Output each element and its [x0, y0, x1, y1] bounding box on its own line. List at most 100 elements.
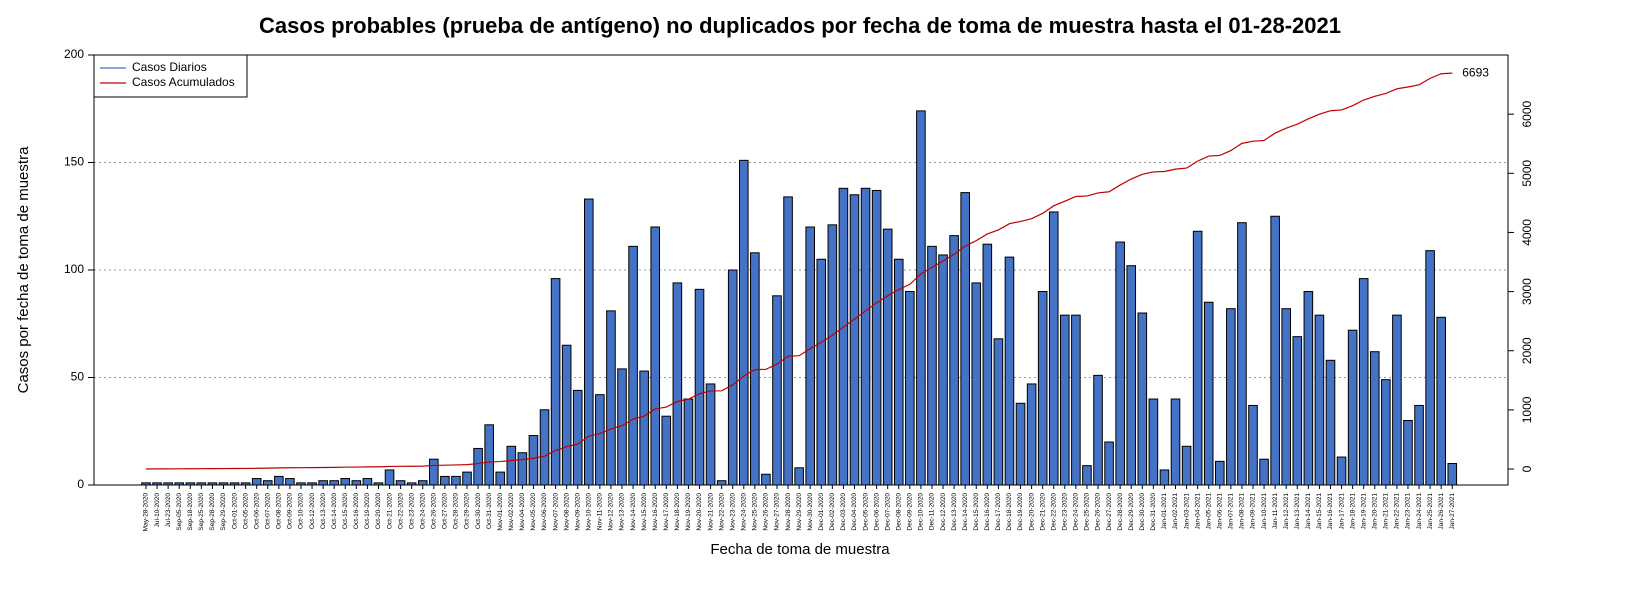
x-tick-label: Dec-06-2020 [873, 493, 880, 531]
x-tick-label: Jan-05-2021 [1205, 493, 1212, 530]
bar [916, 110, 926, 486]
bar [1425, 250, 1435, 486]
bar [495, 471, 506, 486]
x-tick-label: Jul-10-2020 [154, 493, 161, 528]
bar [871, 189, 882, 486]
bar [462, 471, 472, 486]
bar [1181, 445, 1192, 486]
bar [882, 228, 893, 486]
bar [362, 478, 373, 486]
x-tick-label: Nov-30-2020 [807, 493, 814, 531]
x-tick-label: Jan-15-2021 [1316, 493, 1323, 530]
bar [1403, 420, 1413, 486]
x-tick-label: May-28-2020 [143, 493, 150, 532]
bar [440, 475, 450, 486]
bar [1281, 308, 1292, 486]
cumulative-line [145, 72, 1453, 470]
bar [606, 310, 616, 486]
x-tick-label: Oct-19-2020 [364, 493, 371, 530]
x-tick-label: Nov-04-2020 [519, 493, 526, 531]
bar [838, 187, 849, 486]
x-tick-label: Jan-01-2021 [1161, 493, 1168, 530]
bar [1192, 230, 1203, 486]
bar [639, 370, 649, 486]
bar [1203, 301, 1214, 486]
bar [539, 409, 550, 486]
x-tick-label: Dec-13-2020 [951, 493, 958, 531]
x-tick-label: Oct-30-2020 [475, 493, 482, 530]
x-tick-label: Jan-06-2021 [1217, 493, 1224, 530]
bar [683, 398, 694, 486]
bar [528, 435, 539, 486]
bar [1303, 291, 1314, 486]
bar [1292, 336, 1303, 486]
x-tick-label: Jan-25-2021 [1427, 493, 1434, 530]
x-tick-label: Nov-08-2020 [563, 493, 570, 531]
x-tick-label: Dec-22-2020 [1050, 493, 1057, 531]
bar [1170, 398, 1181, 486]
bar [982, 243, 993, 486]
x-tick-label: Dec-12-2020 [940, 493, 947, 531]
bar [561, 344, 572, 486]
bar [1369, 351, 1380, 486]
bar [805, 226, 816, 486]
x-tick-label: Jan-16-2021 [1327, 493, 1334, 530]
y2-tick-label: 3000 [1520, 278, 1534, 305]
x-tick-label: Nov-28-2020 [785, 493, 792, 531]
y-axis-title: Casos por fecha de toma de muestra [15, 146, 32, 393]
bar [1436, 316, 1446, 486]
bar [1015, 402, 1026, 486]
y-tick-label: 150 [64, 155, 84, 169]
x-tick-label: Oct-13-2020 [320, 493, 327, 530]
bar [329, 480, 339, 486]
bar [993, 338, 1004, 486]
bar [1071, 314, 1081, 486]
x-tick-label: Sep-28-2020 [209, 493, 216, 531]
y2-tick-label: 6000 [1520, 100, 1534, 127]
x-tick-label: Oct-20-2020 [375, 493, 382, 530]
x-tick-label: Nov-11-2020 [597, 493, 604, 530]
x-tick-label: Dec-18-2020 [1006, 493, 1013, 531]
bar [905, 291, 915, 486]
x-tick-label: Dec-20-2020 [1028, 493, 1035, 531]
bar [1248, 404, 1258, 486]
bar [927, 245, 937, 486]
x-tick-label: Nov-12-2020 [608, 493, 615, 531]
x-tick-label: Jul-23-2020 [165, 493, 172, 528]
x-tick-label: Jan-07-2021 [1228, 493, 1235, 530]
x-tick-label: Dec-14-2020 [962, 493, 969, 531]
x-tick-label: Nov-29-2020 [796, 493, 803, 531]
x-tick-label: Oct-07-2020 [264, 493, 271, 530]
y2-tick-label: 5000 [1520, 160, 1534, 187]
x-tick-label: Dec-29-2020 [1128, 493, 1135, 531]
x-tick-label: Jan-02-2021 [1172, 493, 1179, 530]
x-tick-label: Dec-27-2020 [1106, 493, 1113, 531]
bar [274, 475, 284, 486]
bar [1447, 463, 1458, 486]
x-tick-label: Nov-21-2020 [707, 493, 714, 531]
x-tick-label: Jan-10-2021 [1261, 493, 1268, 530]
x-tick-label: Dec-28-2020 [1117, 493, 1124, 531]
bar [1137, 312, 1148, 486]
bar [572, 389, 583, 486]
end-label: 6693 [1462, 65, 1489, 79]
x-tick-label: Jan-23-2021 [1405, 493, 1412, 530]
bar [938, 254, 948, 486]
bar [1347, 329, 1358, 486]
bar [761, 473, 771, 486]
bar [705, 383, 716, 486]
y2-tick-label: 1000 [1520, 396, 1534, 423]
bar [1060, 314, 1070, 486]
x-tick-label: Jan-24-2021 [1416, 493, 1423, 530]
bar [473, 447, 483, 486]
bar [661, 415, 672, 486]
bar [1237, 222, 1247, 486]
bar [1314, 314, 1325, 486]
bar [1392, 314, 1402, 486]
bar [1325, 359, 1336, 486]
legend-label: Casos Acumulados [132, 75, 235, 89]
x-tick-label: Dec-17-2020 [995, 493, 1002, 531]
x-tick-label: Dec-03-2020 [840, 493, 847, 531]
x-tick-label: Oct-23-2020 [408, 493, 415, 530]
x-tick-label: Nov-05-2020 [530, 493, 537, 531]
